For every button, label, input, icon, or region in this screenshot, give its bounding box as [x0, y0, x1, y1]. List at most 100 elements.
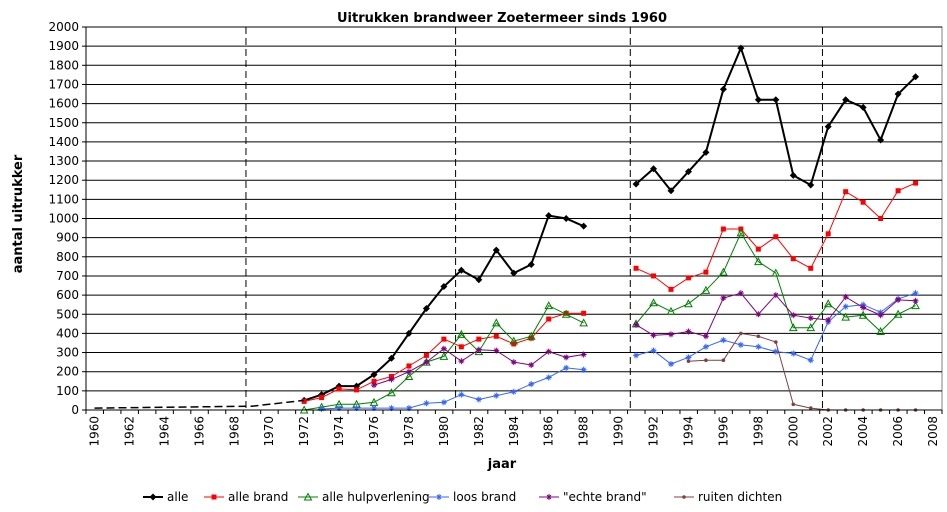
legend-label: loos brand [453, 490, 516, 504]
x-tick-label: 1998 [751, 416, 765, 447]
x-tick-label: 1982 [472, 416, 486, 447]
data-point [301, 398, 307, 404]
data-point [824, 123, 832, 131]
data-point [303, 492, 313, 501]
legend-label: alle [167, 490, 188, 504]
x-tick-label: 1964 [157, 416, 171, 447]
data-point [649, 298, 658, 307]
data-point [475, 396, 482, 403]
data-point [440, 399, 447, 406]
y-tick-label: 900 [56, 231, 79, 245]
data-point [563, 364, 570, 371]
data-point [475, 276, 483, 284]
data-point [423, 352, 429, 358]
x-tick-label: 1996 [716, 416, 730, 447]
data-point [807, 181, 815, 189]
data-point [668, 286, 674, 292]
data-point [843, 189, 849, 195]
data-point [772, 348, 779, 355]
data-point [440, 345, 447, 352]
data-point [702, 343, 709, 350]
y-tick-label: 1100 [48, 192, 79, 206]
y-tick-label: 700 [56, 269, 79, 283]
x-tick-label: 1960 [88, 416, 102, 447]
data-point [737, 341, 744, 348]
y-tick-label: 1300 [48, 154, 79, 168]
data-point [808, 406, 813, 410]
data-point [842, 96, 850, 104]
data-point [405, 405, 412, 412]
data-point [370, 371, 378, 379]
data-point [842, 294, 849, 301]
data-point [704, 358, 708, 363]
y-axis-title: aantal uitrukker [11, 154, 26, 273]
y-tick-label: 1800 [48, 58, 79, 72]
data-point [336, 405, 343, 412]
x-tick-label: 2006 [891, 416, 905, 447]
data-point [211, 494, 217, 500]
y-tick-label: 1400 [48, 135, 79, 149]
data-point [528, 381, 535, 388]
data-point [510, 388, 517, 395]
data-point [702, 333, 709, 340]
y-tick-label: 600 [56, 288, 79, 302]
data-point [772, 96, 780, 104]
x-tick-label: 2002 [821, 416, 835, 447]
data-point [579, 318, 588, 327]
data-point [774, 340, 778, 344]
data-point [788, 323, 798, 332]
data-point [701, 285, 711, 294]
y-tick-label: 800 [56, 250, 79, 264]
data-point [318, 406, 325, 413]
data-point [667, 331, 674, 338]
data-point [650, 165, 658, 173]
data-point [492, 246, 500, 254]
data-point [893, 309, 903, 318]
legend-label: alle hulpverlening [322, 490, 430, 504]
data-point [685, 275, 691, 281]
data-point [720, 226, 726, 232]
data-point [650, 347, 657, 354]
data-point [703, 269, 709, 275]
legend-item: loos brand [429, 490, 516, 504]
data-point [545, 212, 553, 220]
data-point [808, 265, 814, 271]
data-point [546, 494, 552, 500]
data-point [858, 310, 868, 319]
data-point [719, 85, 727, 93]
series-2 [299, 228, 920, 414]
data-point [458, 344, 464, 350]
data-point [650, 332, 657, 339]
x-tick-label: 2004 [856, 416, 870, 447]
data-point [545, 374, 552, 381]
x-tick-label: 2008 [926, 416, 940, 447]
series-4 [371, 290, 919, 389]
series-line [321, 367, 584, 410]
data-point [685, 354, 692, 361]
data-point [912, 290, 919, 297]
y-axis-ticks: 0 100 200 300 400 500 600 700 800 900 1000 1100 1200… [48, 20, 86, 417]
data-point [388, 376, 395, 383]
data-point [580, 222, 588, 230]
x-tick-label: 1966 [192, 416, 206, 447]
y-tick-label: 200 [56, 365, 79, 379]
data-point [526, 331, 536, 340]
x-tick-label: 1992 [647, 416, 661, 447]
data-point [791, 402, 796, 407]
plot-area [85, 26, 943, 414]
data-point [702, 148, 710, 156]
y-tick-label: 1700 [48, 77, 79, 91]
data-point [789, 171, 797, 179]
data-point [755, 343, 762, 350]
x-tick-label: 1968 [227, 416, 241, 447]
y-tick-label: 2000 [48, 20, 79, 34]
data-point [753, 257, 763, 266]
data-point [667, 187, 675, 195]
series-line [94, 399, 305, 409]
series-layer [94, 44, 920, 414]
data-point [667, 361, 674, 368]
data-point [527, 260, 535, 268]
data-point [790, 350, 797, 357]
data-point [563, 310, 569, 316]
series-6 [94, 399, 305, 409]
